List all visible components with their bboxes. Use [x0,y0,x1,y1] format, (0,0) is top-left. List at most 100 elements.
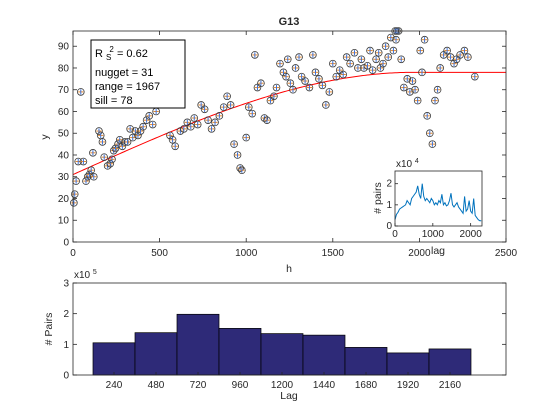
scatter-point-ring [368,66,377,74]
scatter-point-ring [171,142,179,151]
scatter-point-ring [283,55,292,64]
inset-plot-frame [394,170,483,227]
scatter-point-ring [204,116,212,124]
stats-sill: sill = 78 [95,95,133,107]
main-y-tick-label: 20 [58,194,70,205]
scatter-point [346,59,354,68]
scatter-point-ring [70,199,78,207]
scatter-point [413,96,422,105]
scatter-point-ring [238,166,246,175]
scatter-point-ring [219,103,228,111]
scatter-point-ring [180,125,188,133]
scatter-point [96,131,105,140]
stats-box-frame [90,39,186,109]
histogram-x-tick-label: 960 [232,380,249,391]
scatter-point-ring [95,127,103,135]
scatter-point-ring [226,101,235,109]
scatter-point-ring [471,72,479,81]
main-x-tick-label: 2000 [408,248,431,259]
scatter-point-ring [223,92,231,101]
scatter-point [433,85,442,94]
scatter-point [354,64,362,72]
inset-exponent-base: x10 [396,159,413,170]
scatter-point [215,112,224,120]
scatter-point-ring [291,64,300,72]
scatter-point-ring [166,131,174,140]
histogram-x-axis-label: Lag [280,390,298,402]
scatter-point [416,46,425,55]
scatter-point-ring [328,59,337,68]
scatter-point-ring [342,53,351,61]
scatter-point-ring [423,112,431,120]
scatter-point-ring [431,96,439,105]
main-y-tick-label: 40 [58,150,70,161]
scatter-point-ring [207,125,216,133]
scatter-point-ring [98,138,107,146]
scatter-point-ring [418,68,426,77]
scatter-point [403,75,412,83]
scatter-point [251,51,259,59]
main-y-tick-label: 80 [58,63,70,74]
scatter-point [200,105,209,114]
scatter-point [211,118,219,127]
scatter-point [272,83,281,92]
main-y-tick-label: 70 [58,85,70,96]
scatter-point [123,138,132,146]
scatter-point-ring [387,33,395,42]
histogram-bar [386,352,430,376]
histogram-bar [428,348,472,376]
histogram-plot: 240 480 720 960 1200 1440 1680 1920 2160 0 1 2 3 x10… [43,269,507,402]
scatter-point [436,64,444,72]
scatter-point [148,120,157,129]
inset-exponent-power: 4 [415,158,419,165]
histogram-x-tick-label: 720 [190,380,207,391]
scatter-point [230,140,238,148]
scatter-point [374,48,383,57]
scatter-point-ring [322,101,330,109]
scatter-point-ring [318,81,327,90]
scatter-point-ring [70,190,79,198]
main-y-tick-label: 10 [58,216,70,227]
histogram-exponent-power: 5 [93,269,97,276]
scatter-point-ring [436,64,444,72]
histogram-bar [134,332,178,376]
scatter-point-ring [257,79,265,88]
inset-axes: 0 1000 2000 0 1 2 [386,170,483,240]
scatter-point [79,157,88,166]
inset-exponent-label: x10 4 [396,158,419,170]
scatter-point-ring [242,133,251,142]
scatter-point [328,59,337,68]
scatter-point-ring [168,135,177,144]
scatter-point [392,35,400,44]
scatter-point-ring [366,46,374,55]
stats-r-subscript: S [106,53,111,62]
inset-x-axis-label: lag [431,245,445,257]
main-y-tick-label: 90 [58,42,70,53]
scatter-point-ring [139,122,147,131]
stats-nugget: nugget = 31 [95,67,153,79]
scatter-point-ring [295,53,303,61]
scatter-point-ring [381,42,390,51]
scatter-point [257,79,265,88]
histogram-x-tick-label: 1680 [355,380,378,391]
scatter-point-ring [282,72,290,81]
stats-r-squared: R S 2 = 0.62 [95,43,148,63]
inset-y-tick-label: 0 [386,221,392,232]
scatter-point [115,135,124,144]
scatter-point-ring [339,70,347,79]
scatter-point-ring [83,172,92,181]
scatter-point [315,75,323,83]
scatter-point [423,112,431,120]
scatter-point [95,127,103,135]
scatter-point [207,125,216,133]
inset-y-axis-label: # pairs [372,182,384,214]
histogram-x-tick-label: 1200 [271,380,294,391]
scatter-point-ring [244,103,253,111]
main-y-axis-label: y [39,134,51,140]
inset-x-tick-label: 0 [392,229,398,240]
scatter-point-ring [311,68,320,77]
scatter-point [283,55,292,64]
scatter-point [289,85,297,94]
scatter-point [366,46,374,55]
